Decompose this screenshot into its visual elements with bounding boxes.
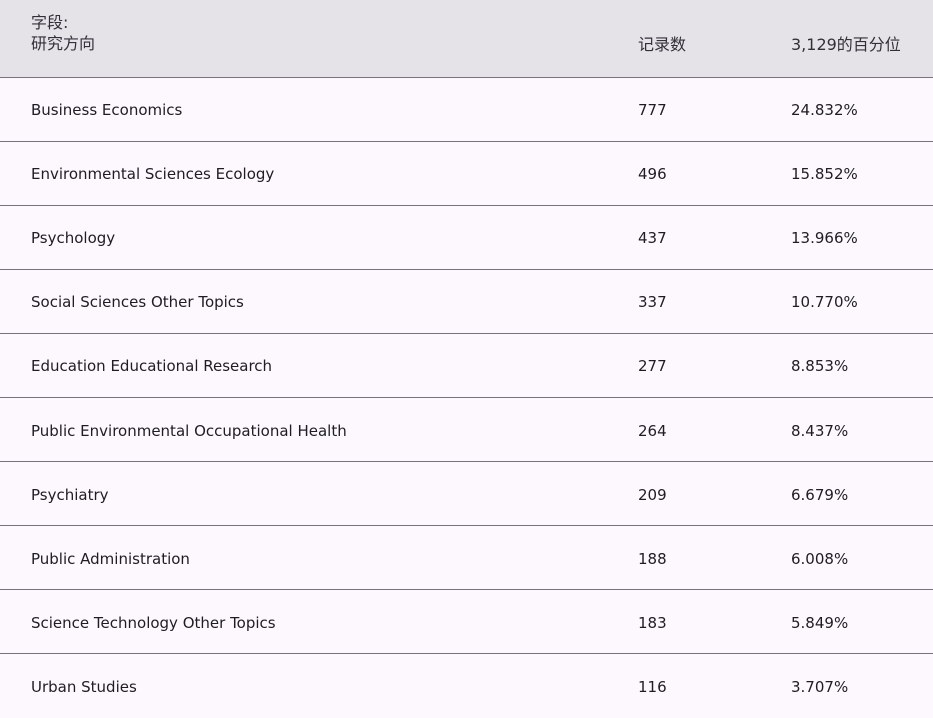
table-row: Psychiatry 209 6.679% (0, 461, 933, 527)
table-row: Public Environmental Occupational Health… (0, 397, 933, 463)
count-cell: 277 (606, 333, 760, 398)
percent-cell: 10.770% (760, 269, 933, 334)
count-cell: 209 (606, 461, 760, 527)
field-cell: Science Technology Other Topics (0, 589, 606, 655)
table-row: Education Educational Research 277 8.853… (0, 333, 933, 398)
field-label: 字段: (31, 13, 69, 32)
column-header-percent[interactable]: 3,129的百分位 (760, 0, 933, 78)
field-cell: Environmental Sciences Ecology (0, 141, 606, 206)
table-row: Science Technology Other Topics 183 5.84… (0, 589, 933, 655)
table-row: Public Administration 188 6.008% (0, 525, 933, 591)
percent-cell: 6.008% (760, 525, 933, 591)
field-cell: Psychology (0, 205, 606, 270)
field-cell: Education Educational Research (0, 333, 606, 398)
column-header-count[interactable]: 记录数 (606, 0, 760, 78)
percent-cell: 13.966% (760, 205, 933, 270)
count-cell: 188 (606, 525, 760, 591)
count-cell: 116 (638, 678, 667, 697)
percent-cell: 15.852% (760, 141, 933, 206)
table-row: Social Sciences Other Topics 337 10.770% (0, 269, 933, 334)
count-cell: 437 (606, 205, 760, 270)
field-cell: Urban Studies (31, 678, 137, 697)
percent-cell: 8.437% (760, 397, 933, 463)
count-cell: 264 (606, 397, 760, 463)
count-cell: 337 (606, 269, 760, 334)
percent-cell: 8.853% (760, 333, 933, 398)
count-cell: 183 (606, 589, 760, 655)
field-name: 研究方向 (31, 34, 96, 53)
field-cell: Public Administration (0, 525, 606, 591)
percent-cell: 24.832% (760, 77, 933, 142)
field-cell: Public Environmental Occupational Health (0, 397, 606, 463)
count-cell: 496 (606, 141, 760, 206)
table-row: Business Economics 777 24.832% (0, 77, 933, 142)
field-cell: Social Sciences Other Topics (0, 269, 606, 334)
field-cell: Psychiatry (0, 461, 606, 527)
table-header-row: 字段: 研究方向 记录数 3,129的百分位 (0, 0, 933, 78)
table-row: Psychology 437 13.966% (0, 205, 933, 270)
percent-cell: 3.707% (791, 678, 849, 697)
table-row: Urban Studies 116 3.707% (0, 654, 933, 718)
column-header-field[interactable]: 字段: 研究方向 (0, 0, 606, 78)
table-row: Environmental Sciences Ecology 496 15.85… (0, 141, 933, 206)
count-cell: 777 (606, 77, 760, 142)
field-cell: Business Economics (0, 77, 606, 142)
percent-cell: 6.679% (760, 461, 933, 527)
percent-cell: 5.849% (760, 589, 933, 655)
